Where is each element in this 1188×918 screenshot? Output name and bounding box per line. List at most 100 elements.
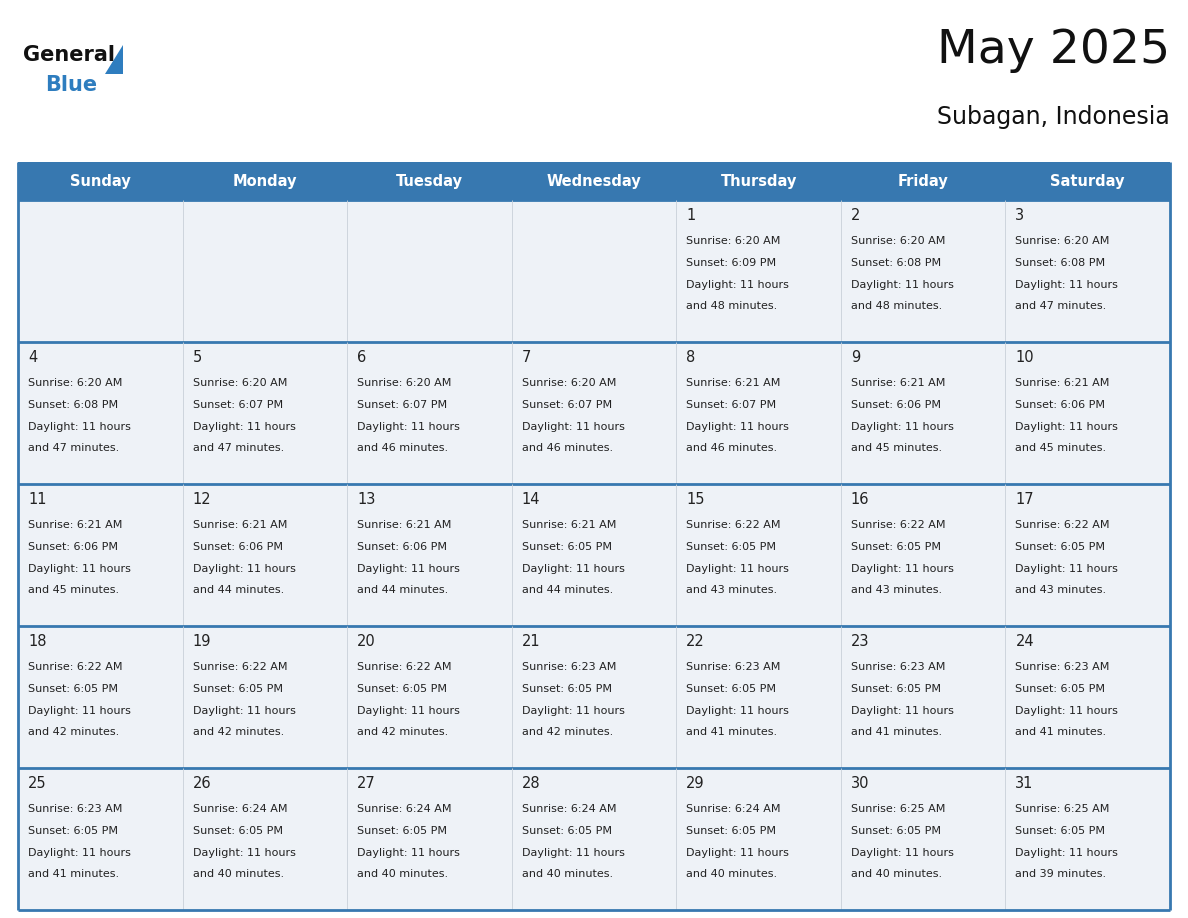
Text: Daylight: 11 hours: Daylight: 11 hours [1016,848,1118,858]
Text: and 43 minutes.: and 43 minutes. [851,585,942,595]
Text: Sunrise: 6:25 AM: Sunrise: 6:25 AM [1016,804,1110,814]
Text: and 44 minutes.: and 44 minutes. [192,585,284,595]
Bar [512,626,676,768]
Text: Sunset: 6:09 PM: Sunset: 6:09 PM [687,258,777,268]
Bar [1005,342,1170,484]
Text: Daylight: 11 hours: Daylight: 11 hours [687,422,789,432]
Text: Sunset: 6:05 PM: Sunset: 6:05 PM [1016,684,1105,694]
Text: Daylight: 11 hours: Daylight: 11 hours [522,848,625,858]
Text: Sunrise: 6:22 AM: Sunrise: 6:22 AM [358,662,451,672]
Text: Monday: Monday [233,174,297,188]
Text: Sunrise: 6:20 AM: Sunrise: 6:20 AM [687,236,781,246]
Text: and 45 minutes.: and 45 minutes. [1016,443,1106,453]
Text: and 45 minutes.: and 45 minutes. [851,443,942,453]
Text: Sunset: 6:07 PM: Sunset: 6:07 PM [687,400,777,410]
Text: Sunset: 6:07 PM: Sunset: 6:07 PM [358,400,447,410]
Text: Daylight: 11 hours: Daylight: 11 hours [358,848,460,858]
Text: Sunrise: 6:25 AM: Sunrise: 6:25 AM [851,804,946,814]
Text: Sunset: 6:05 PM: Sunset: 6:05 PM [687,542,776,552]
Text: 30: 30 [851,776,870,791]
Bar [18,342,183,484]
Text: Sunrise: 6:20 AM: Sunrise: 6:20 AM [851,236,946,246]
Text: Sunset: 6:08 PM: Sunset: 6:08 PM [29,400,118,410]
Text: Sunset: 6:05 PM: Sunset: 6:05 PM [851,826,941,836]
Text: 3: 3 [1016,208,1024,223]
Text: 29: 29 [687,776,704,791]
Text: 23: 23 [851,634,870,649]
Text: Daylight: 11 hours: Daylight: 11 hours [358,564,460,574]
Text: Sunset: 6:06 PM: Sunset: 6:06 PM [851,400,941,410]
Text: Sunset: 6:07 PM: Sunset: 6:07 PM [522,400,612,410]
Text: Friday: Friday [898,174,948,188]
Text: Daylight: 11 hours: Daylight: 11 hours [522,422,625,432]
Text: and 48 minutes.: and 48 minutes. [851,301,942,311]
Text: Sunset: 6:06 PM: Sunset: 6:06 PM [358,542,447,552]
Text: and 46 minutes.: and 46 minutes. [358,443,448,453]
Text: Sunset: 6:06 PM: Sunset: 6:06 PM [1016,400,1105,410]
Text: Daylight: 11 hours: Daylight: 11 hours [192,706,296,716]
Text: Sunset: 6:05 PM: Sunset: 6:05 PM [522,826,612,836]
Text: and 47 minutes.: and 47 minutes. [1016,301,1107,311]
Text: 26: 26 [192,776,211,791]
Text: Sunset: 6:05 PM: Sunset: 6:05 PM [687,684,776,694]
Text: Sunset: 6:05 PM: Sunset: 6:05 PM [358,684,447,694]
Text: Sunset: 6:05 PM: Sunset: 6:05 PM [29,826,118,836]
Text: Sunrise: 6:23 AM: Sunrise: 6:23 AM [1016,662,1110,672]
Text: Saturday: Saturday [1050,174,1125,188]
Text: and 44 minutes.: and 44 minutes. [522,585,613,595]
Text: Sunrise: 6:21 AM: Sunrise: 6:21 AM [358,520,451,530]
Text: 18: 18 [29,634,46,649]
Text: 31: 31 [1016,776,1034,791]
Bar [183,200,347,342]
Text: and 41 minutes.: and 41 minutes. [1016,727,1106,737]
Bar [183,768,347,910]
Text: Sunset: 6:05 PM: Sunset: 6:05 PM [358,826,447,836]
Text: Sunrise: 6:22 AM: Sunrise: 6:22 AM [1016,520,1110,530]
Text: Sunset: 6:05 PM: Sunset: 6:05 PM [687,826,776,836]
Bar [1005,768,1170,910]
Bar [1005,484,1170,626]
Text: Sunrise: 6:20 AM: Sunrise: 6:20 AM [358,378,451,388]
Text: 22: 22 [687,634,704,649]
Text: Sunrise: 6:22 AM: Sunrise: 6:22 AM [851,520,946,530]
Text: and 43 minutes.: and 43 minutes. [687,585,777,595]
Text: Sunset: 6:07 PM: Sunset: 6:07 PM [192,400,283,410]
Text: Sunrise: 6:21 AM: Sunrise: 6:21 AM [1016,378,1110,388]
Text: Sunrise: 6:21 AM: Sunrise: 6:21 AM [687,378,781,388]
Text: Daylight: 11 hours: Daylight: 11 hours [192,422,296,432]
Text: Sunrise: 6:23 AM: Sunrise: 6:23 AM [687,662,781,672]
Text: and 40 minutes.: and 40 minutes. [522,869,613,879]
Text: Sunrise: 6:24 AM: Sunrise: 6:24 AM [687,804,781,814]
Text: 5: 5 [192,350,202,365]
Text: Sunset: 6:05 PM: Sunset: 6:05 PM [192,826,283,836]
Bar [841,768,1005,910]
Text: Sunset: 6:05 PM: Sunset: 6:05 PM [851,542,941,552]
Bar [347,626,512,768]
Text: 1: 1 [687,208,695,223]
Bar [512,484,676,626]
Text: Daylight: 11 hours: Daylight: 11 hours [687,848,789,858]
Text: Sunset: 6:05 PM: Sunset: 6:05 PM [522,542,612,552]
Text: and 40 minutes.: and 40 minutes. [851,869,942,879]
Text: 20: 20 [358,634,375,649]
Text: Daylight: 11 hours: Daylight: 11 hours [687,706,789,716]
Text: and 40 minutes.: and 40 minutes. [192,869,284,879]
Text: and 42 minutes.: and 42 minutes. [192,727,284,737]
Bar [18,162,1170,200]
Bar [676,200,841,342]
Text: and 40 minutes.: and 40 minutes. [358,869,448,879]
Text: Daylight: 11 hours: Daylight: 11 hours [851,564,954,574]
Text: Sunrise: 6:21 AM: Sunrise: 6:21 AM [192,520,287,530]
Text: Daylight: 11 hours: Daylight: 11 hours [687,564,789,574]
Text: Daylight: 11 hours: Daylight: 11 hours [522,706,625,716]
Text: Daylight: 11 hours: Daylight: 11 hours [29,422,131,432]
Text: 14: 14 [522,492,541,507]
Text: Daylight: 11 hours: Daylight: 11 hours [851,848,954,858]
Bar [676,484,841,626]
Text: Daylight: 11 hours: Daylight: 11 hours [358,706,460,716]
Text: Wednesday: Wednesday [546,174,642,188]
Text: and 47 minutes.: and 47 minutes. [29,443,119,453]
Text: Daylight: 11 hours: Daylight: 11 hours [1016,564,1118,574]
Text: Sunrise: 6:20 AM: Sunrise: 6:20 AM [522,378,617,388]
Text: 21: 21 [522,634,541,649]
